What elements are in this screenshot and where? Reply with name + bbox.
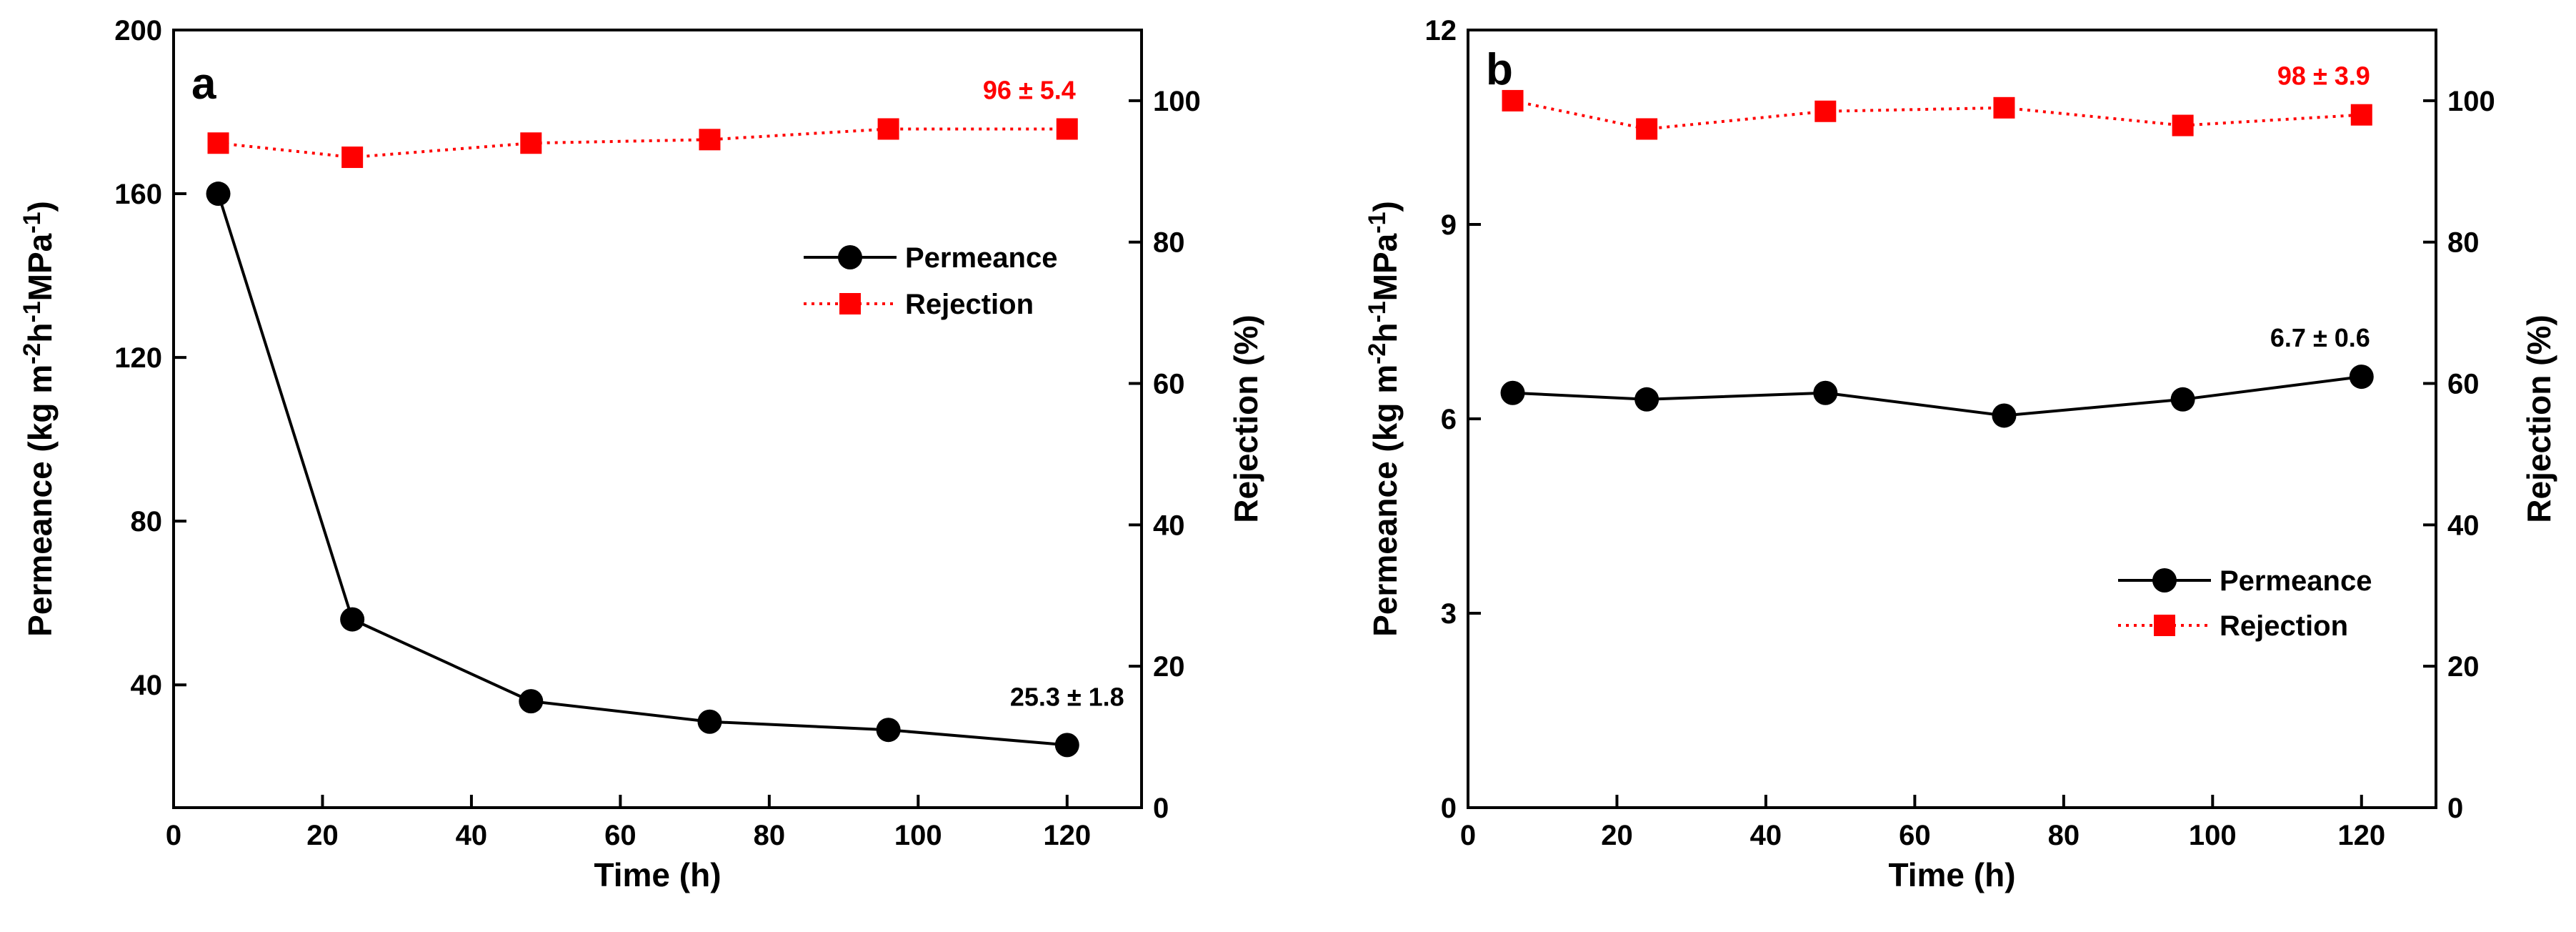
y-right-tick-label: 100	[1153, 86, 1201, 117]
legend-label-rejection: Rejection	[2220, 610, 2348, 642]
y-right-tick-label: 20	[2447, 651, 2480, 683]
x-tick-label: 80	[754, 820, 786, 851]
data-point-permeance	[206, 182, 231, 207]
y-left-axis-label: Permeance (kg m-2h-1MPa-1)	[19, 201, 59, 637]
y-left-tick-label: 80	[131, 506, 163, 537]
annotation-rejection: 98 ± 3.9	[2277, 61, 2370, 91]
y-right-tick-label: 60	[2447, 369, 2480, 400]
series-line-permeance	[216, 193, 1067, 747]
y-left-tick-label: 9	[1441, 209, 1457, 241]
annotation-permeance: 25.3 ± 1.8	[1010, 682, 1124, 711]
series-line-permeance	[1512, 375, 2362, 417]
plot-frame	[172, 29, 1143, 809]
y-right-tick-label: 40	[2447, 510, 2480, 541]
y-right-axis-label: Rejection (%)	[1227, 314, 1264, 522]
y-right-tick-label: 0	[2447, 793, 2463, 824]
panel-label: a	[191, 59, 216, 109]
plot-frame	[1467, 29, 2437, 809]
data-point-rejection	[1502, 89, 1524, 111]
legend-label-permeance: Permeance	[2220, 565, 2372, 597]
legend-marker-rejection	[839, 293, 861, 314]
series-line-rejection	[218, 127, 1067, 159]
x-tick-label: 40	[456, 820, 488, 851]
x-tick-label: 60	[1899, 820, 1931, 851]
legend-label-rejection: Rejection	[905, 289, 1034, 320]
y-left-tick-label: 12	[1425, 15, 1457, 46]
data-point-rejection	[1636, 118, 1658, 140]
data-point-rejection	[1056, 118, 1078, 140]
x-tick-label: 120	[1043, 820, 1091, 851]
y-right-tick-label: 100	[2447, 86, 2495, 117]
x-tick-label: 80	[2048, 820, 2080, 851]
y-left-tick-label: 0	[1441, 793, 1457, 824]
data-point-rejection	[877, 118, 899, 140]
data-point-rejection	[341, 147, 364, 169]
data-point-rejection	[699, 129, 721, 151]
y-right-axis-label: Rejection (%)	[2520, 314, 2557, 522]
y-right-tick-label: 40	[1153, 510, 1185, 541]
y-left-axis-label: Permeance (kg m-2h-1MPa-1)	[1364, 201, 1404, 637]
data-point-permeance	[1813, 380, 1838, 405]
y-left-tick-label: 160	[114, 179, 162, 210]
data-point-permeance	[1634, 387, 1659, 412]
legend-marker-permeance	[838, 245, 862, 269]
data-point-permeance	[2170, 387, 2195, 412]
y-right-tick-label: 80	[2447, 227, 2480, 259]
data-point-permeance	[519, 689, 544, 714]
data-point-permeance	[697, 709, 722, 734]
x-tick-label: 60	[604, 820, 636, 851]
y-right-tick-label: 80	[1153, 227, 1185, 259]
x-tick-label: 20	[1601, 820, 1633, 851]
legend: Permeance Rejection	[804, 242, 1057, 320]
data-point-permeance	[876, 718, 901, 743]
data-point-permeance	[1992, 403, 2017, 428]
y-right-tick-label: 60	[1153, 369, 1185, 400]
legend-marker-permeance	[2152, 568, 2177, 593]
y-right-tick-label: 0	[1153, 793, 1169, 824]
panel-label: b	[1486, 45, 1513, 94]
data-point-permeance	[2349, 365, 2374, 390]
x-tick-label: 20	[306, 820, 339, 851]
data-point-permeance	[1500, 380, 1525, 405]
y-right-tick-label: 20	[1153, 651, 1185, 683]
y-left-tick-label: 3	[1441, 598, 1457, 630]
x-tick-label: 0	[1460, 820, 1476, 851]
annotation-permeance: 6.7 ± 0.6	[2270, 323, 2370, 352]
chart-panel-a: 0 20 40 60 80 100 120 40 80 120 160 200 0 20 40 60 80 100…	[19, 15, 1264, 893]
x-tick-label: 100	[2189, 820, 2237, 851]
y-left-tick-label: 200	[114, 15, 162, 46]
x-axis-label: Time (h)	[594, 856, 721, 893]
data-point-permeance	[340, 607, 365, 632]
x-tick-label: 100	[894, 820, 942, 851]
data-point-rejection	[2350, 104, 2372, 126]
x-tick-label: 0	[166, 820, 181, 851]
x-tick-label: 40	[1750, 820, 1782, 851]
legend-marker-rejection	[2154, 615, 2175, 636]
x-tick-label: 120	[2337, 820, 2385, 851]
data-point-rejection	[520, 132, 542, 154]
data-point-rejection	[2172, 114, 2194, 137]
legend-label-permeance: Permeance	[905, 242, 1057, 274]
data-point-permeance	[1054, 733, 1079, 758]
annotation-rejection: 96 ± 5.4	[983, 75, 1076, 104]
x-axis-label: Time (h)	[1888, 856, 2015, 893]
y-left-tick-label: 40	[131, 670, 163, 701]
y-left-tick-label: 120	[114, 342, 162, 374]
data-point-rejection	[1993, 96, 2015, 119]
data-point-rejection	[207, 132, 229, 154]
legend: Permeance Rejection	[2118, 565, 2372, 642]
data-point-rejection	[1814, 100, 1837, 122]
y-left-tick-label: 6	[1441, 404, 1457, 435]
